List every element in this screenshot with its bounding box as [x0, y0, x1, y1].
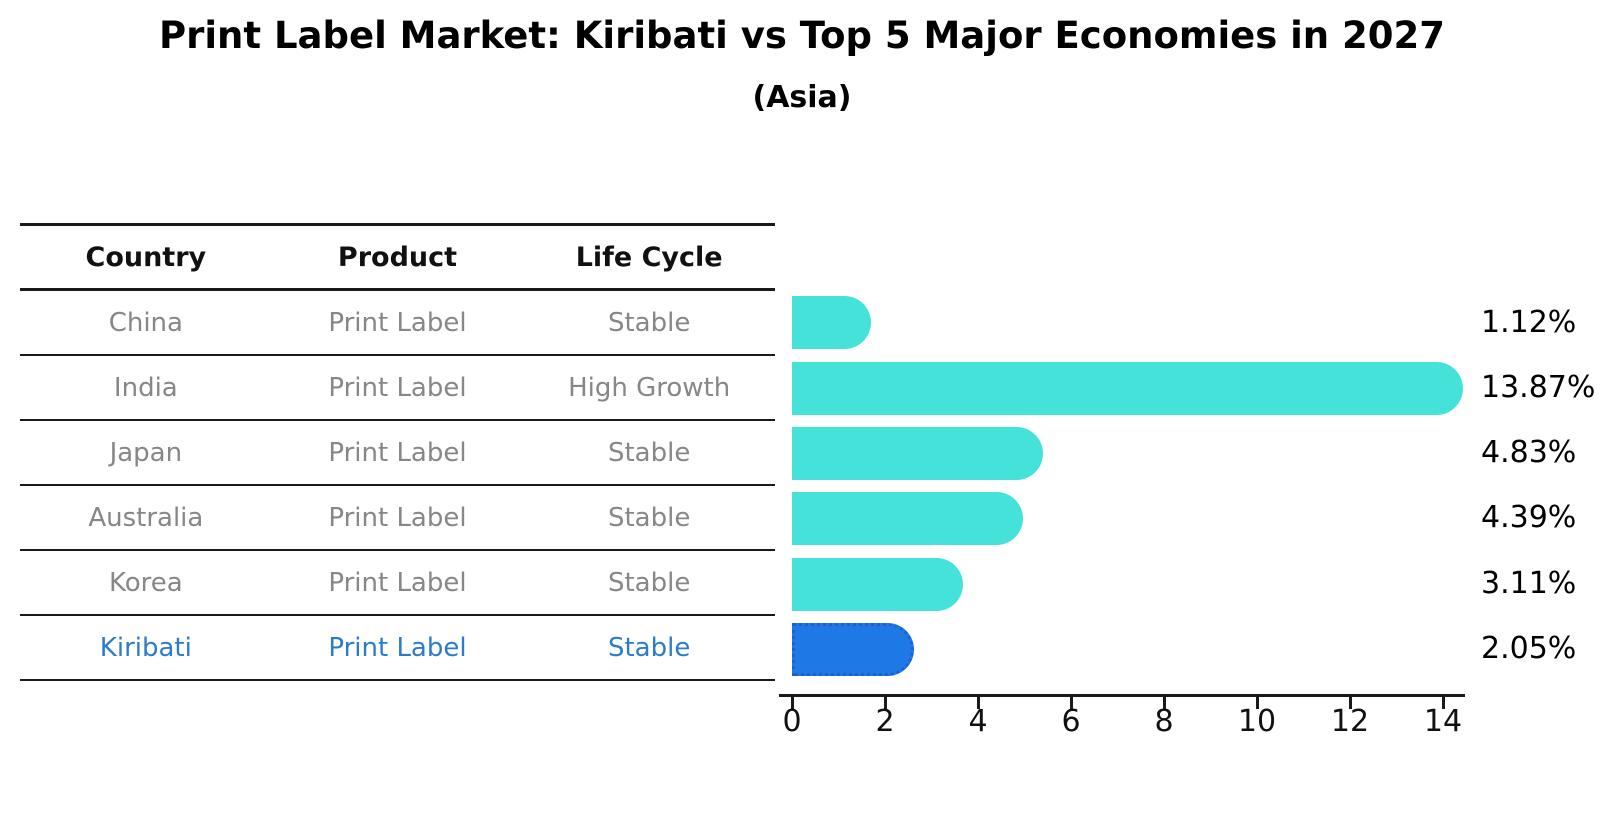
x-axis-tick	[1162, 694, 1166, 709]
table-row: Japan Print Label Stable	[20, 420, 775, 486]
table-cell-product: Print Label	[271, 420, 524, 486]
x-axis-tick	[1069, 694, 1073, 709]
table-cell-country: India	[20, 355, 272, 421]
table-cell-country: Kiribati	[20, 615, 272, 681]
x-axis-tick	[1255, 694, 1259, 709]
x-axis-tick-label: 0	[782, 704, 802, 739]
value-label-kiribati: 2.05%	[1481, 631, 1577, 667]
x-axis-tick-label: 10	[1237, 704, 1277, 739]
table-row: China Print Label Stable	[20, 289, 775, 356]
value-label-japan: 4.83%	[1481, 435, 1577, 471]
x-axis-tick	[883, 694, 887, 709]
chart-title: Print Label Market: Kiribati vs Top 5 Ma…	[158, 14, 1446, 57]
table-cell-country: Australia	[20, 485, 272, 551]
column-header-life-cycle: Life Cycle	[523, 224, 775, 291]
table-cell-product: Print Label	[271, 289, 524, 356]
country-info-table: Country Product Life Cycle China Print La…	[20, 223, 775, 681]
bar-korea	[792, 557, 964, 611]
table-row: Australia Print Label Stable	[20, 485, 775, 551]
bar-india	[792, 361, 1464, 415]
table-cell-product: Print Label	[271, 355, 524, 421]
value-label-australia: 4.39%	[1481, 500, 1577, 536]
table-row: Korea Print Label Stable	[20, 550, 775, 616]
table-row: Kiribati Print Label Stable	[20, 615, 775, 681]
x-axis-line	[779, 694, 1465, 697]
bar-china	[792, 296, 871, 350]
table-cell-life-cycle: Stable	[523, 420, 775, 486]
bar-japan	[792, 426, 1044, 480]
value-label-china: 1.12%	[1481, 304, 1577, 340]
table-cell-life-cycle: High Growth	[523, 355, 775, 421]
x-axis-tick	[790, 694, 794, 709]
column-header-country: Country	[20, 224, 272, 291]
table-cell-life-cycle: Stable	[523, 550, 775, 616]
table-cell-life-cycle: Stable	[523, 485, 775, 551]
table-cell-product: Print Label	[271, 615, 524, 681]
table-cell-product: Print Label	[271, 485, 524, 551]
table-header-row: Country Product Life Cycle	[20, 224, 775, 291]
x-axis-tick	[1441, 694, 1445, 709]
value-label-india: 13.87%	[1481, 369, 1596, 405]
table-cell-country: Korea	[20, 550, 272, 616]
table-cell-product: Print Label	[271, 550, 524, 616]
bar-australia	[792, 492, 1023, 546]
x-axis-tick-label: 8	[1154, 704, 1174, 739]
table-cell-life-cycle: Stable	[523, 289, 775, 356]
column-header-product: Product	[271, 224, 524, 291]
chart-subtitle: (Asia)	[752, 80, 852, 115]
table-row: India Print Label High Growth	[20, 355, 775, 421]
value-label-korea: 3.11%	[1481, 565, 1577, 601]
x-axis-tick	[976, 694, 980, 709]
table-cell-country: China	[20, 289, 272, 356]
x-axis-tick-label: 6	[1061, 704, 1081, 739]
x-axis-tick-label: 4	[968, 704, 988, 739]
bar-kiribati	[792, 622, 914, 676]
x-axis-tick-label: 12	[1330, 704, 1370, 739]
table-cell-life-cycle: Stable	[523, 615, 775, 681]
x-axis-tick-label: 14	[1423, 704, 1463, 739]
x-axis-tick-label: 2	[875, 704, 895, 739]
table-cell-country: Japan	[20, 420, 272, 486]
x-axis-tick	[1348, 694, 1352, 709]
